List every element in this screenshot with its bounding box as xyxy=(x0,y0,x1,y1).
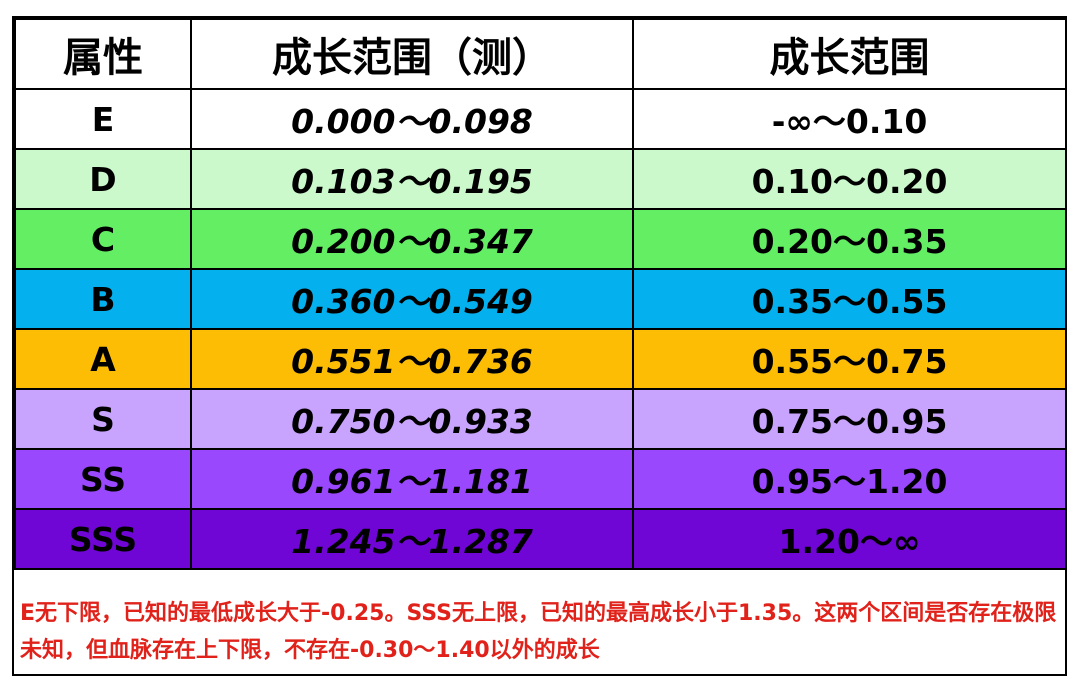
grade-cell: B xyxy=(14,268,192,330)
footnote: E无下限，已知的最低成长大于-0.25。SSS无上限，已知的最高成长小于1.35… xyxy=(20,601,1057,663)
growth-range-table: 属性 成长范围（测） 成长范围 E 0.000～0.098 -∞～0.10 D … xyxy=(14,18,1067,570)
table-row: S 0.750～0.933 0.75～0.95 xyxy=(14,388,1067,450)
table-row: D 0.103～0.195 0.10～0.20 xyxy=(14,148,1067,210)
measured-range-cell: 1.245～1.287 xyxy=(190,508,634,570)
table-row: B 0.360～0.549 0.35～0.55 xyxy=(14,268,1067,330)
table-row: SSS 1.245～1.287 1.20～∞ xyxy=(14,508,1067,570)
measured-range-cell: 0.103～0.195 xyxy=(190,148,634,210)
measured-range-cell: 0.360～0.549 xyxy=(190,268,634,330)
measured-range-cell: 0.961～1.181 xyxy=(190,448,634,510)
table-row: A 0.551～0.736 0.55～0.75 xyxy=(14,328,1067,390)
grade-cell: D xyxy=(14,148,192,210)
range-cell: 1.20～∞ xyxy=(632,508,1067,570)
table-row: SS 0.961～1.181 0.95～1.20 xyxy=(14,448,1067,510)
grade-cell: SS xyxy=(14,448,192,510)
grade-cell: C xyxy=(14,208,192,270)
measured-range-cell: 0.750～0.933 xyxy=(190,388,634,450)
grade-cell: A xyxy=(14,328,192,390)
grade-cell: SSS xyxy=(14,508,192,570)
measured-range-cell: 0.551～0.736 xyxy=(190,328,634,390)
measured-range-cell: 0.000～0.098 xyxy=(190,88,634,150)
grade-cell: S xyxy=(14,388,192,450)
growth-range-card: 属性 成长范围（测） 成长范围 E 0.000～0.098 -∞～0.10 D … xyxy=(12,16,1067,676)
range-cell: 0.95～1.20 xyxy=(632,448,1067,510)
range-cell: 0.75～0.95 xyxy=(632,388,1067,450)
range-cell: 0.20～0.35 xyxy=(632,208,1067,270)
range-cell: 0.55～0.75 xyxy=(632,328,1067,390)
header-attribute: 属性 xyxy=(14,18,192,90)
grade-cell: E xyxy=(14,88,192,150)
table-row: E 0.000～0.098 -∞～0.10 xyxy=(14,88,1067,150)
header-range: 成长范围 xyxy=(632,18,1067,90)
range-cell: 0.35～0.55 xyxy=(632,268,1067,330)
header-row: 属性 成长范围（测） 成长范围 xyxy=(14,18,1067,90)
range-cell: 0.10～0.20 xyxy=(632,148,1067,210)
measured-range-cell: 0.200～0.347 xyxy=(190,208,634,270)
range-cell: -∞～0.10 xyxy=(632,88,1067,150)
header-measured-range: 成长范围（测） xyxy=(190,18,634,90)
table-row: C 0.200～0.347 0.20～0.35 xyxy=(14,208,1067,270)
